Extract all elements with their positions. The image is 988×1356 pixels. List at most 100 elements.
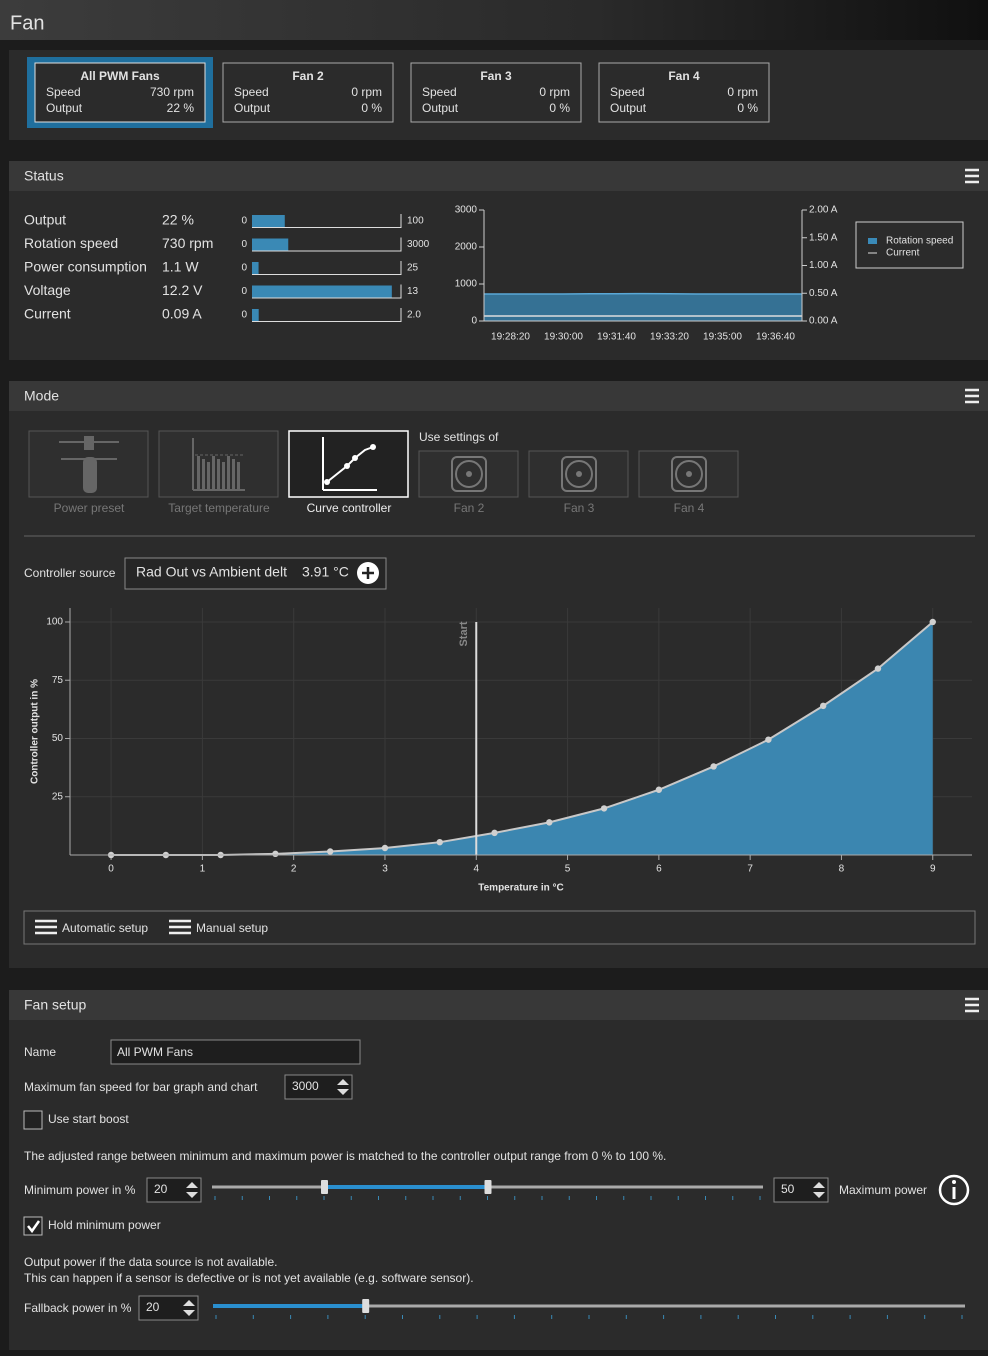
start-boost-checkbox[interactable] — [23, 1110, 43, 1130]
curve-point[interactable] — [874, 665, 882, 672]
status-label: Rotation speed — [24, 235, 118, 251]
curve-line — [111, 621, 934, 856]
curve-point[interactable] — [546, 819, 553, 826]
spin-down — [337, 1089, 349, 1095]
fan-output-label: Output — [46, 101, 83, 115]
status-value: 12.2 V — [162, 282, 203, 298]
icon — [83, 457, 97, 493]
fan-speed: 730 rpm — [150, 85, 194, 99]
fallback-label: Fallback power in % — [24, 1301, 132, 1315]
x-tick-label: 19:35:00 — [703, 332, 742, 343]
curve-point[interactable] — [436, 838, 443, 846]
bar-min: 0 — [241, 239, 247, 250]
spin-down — [813, 1192, 825, 1198]
y-tick-label: 75 — [52, 675, 64, 686]
spin-down — [186, 1192, 198, 1198]
curve-point[interactable] — [272, 850, 279, 858]
curve-point[interactable] — [765, 736, 772, 743]
x-tick-label: 3 — [382, 864, 388, 875]
y-axis-label: Controller output in % — [30, 679, 41, 784]
icon — [352, 455, 358, 461]
y2-tick-label: 0.00 A — [809, 316, 838, 327]
start-boost-checkbox-label: Use start boost — [48, 1112, 129, 1126]
slider-knob[interactable] — [362, 1299, 370, 1313]
curve-point[interactable] — [929, 618, 936, 626]
icon — [197, 456, 200, 489]
fan-tab[interactable] — [222, 62, 394, 123]
slider-knob[interactable] — [484, 1180, 492, 1194]
panel — [9, 161, 988, 360]
panel-header — [9, 990, 988, 1020]
preset-label: Power preset — [54, 501, 125, 515]
preset-label: Curve controller — [307, 501, 392, 515]
x-tick-label: 1 — [200, 864, 206, 875]
fan-name: Fan 2 — [292, 69, 324, 83]
status-bar — [252, 285, 392, 298]
min-power-input-value: 20 — [154, 1182, 168, 1196]
source-label: Controller source — [24, 566, 116, 580]
y2-tick-label: 2.00 A — [809, 205, 838, 216]
y-tick-label: 0 — [471, 316, 477, 327]
icon — [370, 444, 376, 450]
info-icon[interactable] — [938, 1174, 970, 1206]
x-tick-label: 7 — [747, 864, 753, 875]
icon — [227, 456, 230, 489]
fan-tab[interactable] — [34, 62, 206, 123]
source-box[interactable] — [124, 557, 387, 590]
legend-label: Rotation speed — [886, 236, 953, 247]
status-bar — [252, 309, 259, 321]
fan-output-label: Output — [422, 101, 459, 115]
y2-tick-label: 1.00 A — [809, 260, 838, 271]
bar-max: 2.0 — [407, 310, 421, 321]
bar-max: 100 — [407, 216, 424, 227]
fallback-input[interactable] — [138, 1295, 199, 1321]
setup-button-label: Automatic setup — [62, 921, 148, 935]
fan-tab[interactable] — [410, 62, 582, 123]
curve-point[interactable] — [600, 805, 608, 812]
x-tick-label: 19:36:40 — [756, 332, 795, 343]
fan-speed-label: Speed — [234, 85, 269, 99]
fan-output: 0 % — [737, 101, 758, 115]
fan-tab[interactable] — [598, 62, 770, 123]
spin-up — [183, 1300, 195, 1306]
fan-speed-label: Speed — [610, 85, 645, 99]
curve-point[interactable] — [710, 763, 717, 770]
fan-copy-label: Fan 3 — [564, 501, 595, 515]
y2-tick-label: 0.50 A — [809, 288, 838, 299]
panel-title: Fan setup — [24, 997, 86, 1013]
info-icon — [952, 1180, 956, 1184]
bar-max: 3000 — [407, 239, 430, 250]
y-tick-label: 25 — [52, 791, 64, 802]
fan-copy-label: Fan 4 — [674, 501, 705, 515]
start-label: Start — [458, 621, 470, 646]
hold-min-checkbox[interactable] — [23, 1216, 43, 1236]
spin-up — [337, 1079, 349, 1085]
rotation-area — [484, 293, 802, 321]
curve-point[interactable] — [326, 848, 334, 855]
fan-output-label: Output — [234, 101, 271, 115]
y-tick-label: 100 — [46, 617, 63, 628]
name-label: Name — [24, 1045, 56, 1059]
icon — [451, 456, 487, 492]
icon — [561, 456, 597, 492]
icon — [671, 456, 707, 492]
icon — [217, 459, 220, 489]
slider-knob[interactable] — [321, 1180, 328, 1194]
name-input[interactable] — [110, 1039, 361, 1065]
max-power-input-value: 50 — [781, 1182, 795, 1196]
status-value: 1.1 W — [162, 259, 199, 275]
setup-button-label: Manual setup — [196, 921, 268, 935]
max-speed-input[interactable] — [284, 1074, 353, 1100]
fan-name: Fan 3 — [480, 69, 512, 83]
curve-point[interactable] — [381, 844, 389, 852]
status-bar — [252, 238, 289, 251]
max-speed-input-value: 3000 — [292, 1079, 319, 1093]
curve-point[interactable] — [491, 829, 498, 837]
fan-name: Fan 4 — [668, 69, 700, 83]
curve-point[interactable] — [819, 702, 827, 710]
status-label: Output — [24, 212, 66, 228]
curve-point[interactable] — [655, 786, 663, 793]
x-axis-label: Temperature in °C — [478, 883, 564, 894]
icon — [455, 460, 483, 488]
preset-label: Target temperature — [168, 501, 270, 515]
